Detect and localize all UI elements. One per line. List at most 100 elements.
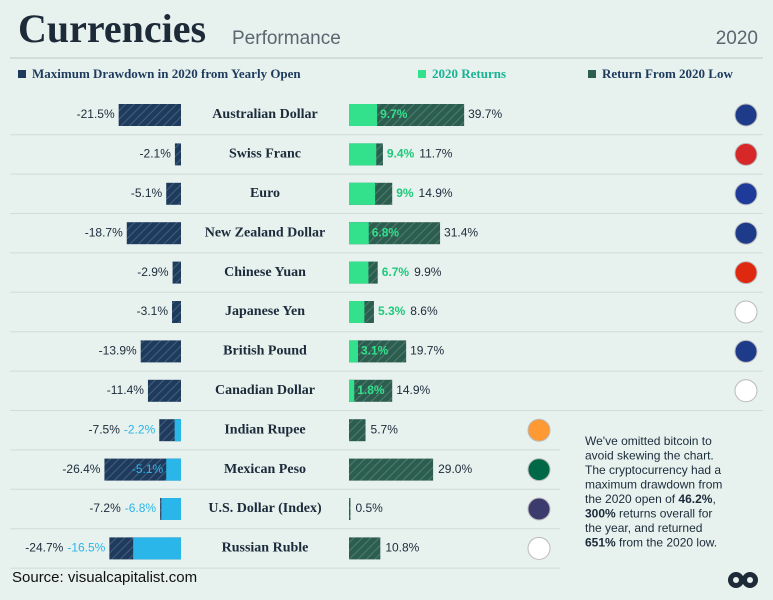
note-text: avoid skewing the chart. (585, 449, 714, 463)
return-bar (349, 143, 377, 166)
drawdown-label: -18.7% (85, 225, 123, 239)
return-bar (349, 222, 369, 245)
hatch (349, 458, 434, 481)
category-label: Canadian Dollar (215, 383, 315, 398)
return-label: -6.8% (125, 501, 157, 515)
drawdown-label: -3.1% (137, 304, 169, 318)
chart-year: 2020 (716, 28, 758, 49)
flag (734, 261, 758, 285)
return-bar (133, 537, 181, 560)
flag (734, 103, 758, 127)
low-label: 31.4% (444, 225, 478, 239)
drawdown-label: -11.4% (107, 383, 144, 397)
return-bar (174, 419, 181, 442)
drawdown-label: -13.9% (99, 344, 137, 358)
note-line: the 2020 open of 46.2%, (585, 492, 716, 506)
note-text: We've omitted bitcoin to (585, 434, 712, 448)
note-text: maximum drawdown from (585, 478, 722, 492)
flag (734, 142, 758, 166)
hatch (349, 340, 407, 363)
legend-swatch (588, 70, 596, 78)
return-bar (161, 498, 181, 520)
return-bar (349, 261, 369, 284)
note-line: maximum drawdown from (585, 478, 722, 492)
low-label: 8.6% (410, 304, 438, 318)
chart-title: Currencies (18, 6, 206, 51)
return-label: -5.1% (132, 462, 164, 476)
category-label: Indian Rupee (224, 422, 305, 437)
low-label: 39.7% (468, 107, 502, 121)
legend-swatch (418, 70, 426, 78)
low-label: 5.7% (371, 422, 399, 436)
hatch (349, 419, 366, 442)
category-label: New Zealand Dollar (205, 225, 326, 240)
return-bar (349, 182, 376, 205)
drawdown-label: -2.9% (137, 265, 169, 279)
category-label: Russian Ruble (222, 541, 309, 556)
legend-label: Maximum Drawdown in 2020 from Yearly Ope… (32, 66, 301, 81)
hatch (166, 182, 181, 205)
hatch (147, 379, 181, 402)
drawdown-label: -24.7% (25, 541, 63, 555)
note-text: 651% (585, 536, 616, 550)
flag (527, 497, 551, 521)
flag (734, 221, 758, 245)
return-label: 9% (396, 186, 414, 200)
low-label: 10.8% (385, 541, 419, 555)
low-label: 19.7% (410, 344, 444, 358)
flag (527, 536, 551, 560)
drawdown-label: -7.5% (89, 422, 121, 436)
return-label: 6.7% (382, 265, 410, 279)
hatch (174, 143, 181, 166)
note-line: We've omitted bitcoin to (585, 434, 712, 448)
chart-subtitle: Performance (232, 28, 341, 49)
category-label: Mexican Peso (224, 462, 306, 477)
low-label: 9.9% (414, 265, 442, 279)
category-label: Euro (250, 186, 280, 201)
return-bar (349, 379, 355, 402)
flag (734, 339, 758, 363)
note-line: avoid skewing the chart. (585, 449, 714, 463)
logo (728, 572, 758, 588)
return-label: -2.2% (124, 422, 156, 436)
legend-label: 2020 Returns (432, 66, 506, 81)
drawdown-label: -26.4% (62, 462, 100, 476)
note-text: the year, and returned (585, 521, 702, 535)
flag (734, 300, 758, 324)
flag (527, 458, 551, 482)
flag (734, 379, 758, 403)
note-text: , (712, 492, 715, 506)
return-bar (166, 458, 181, 481)
return-label: 5.3% (378, 304, 406, 318)
note-line: 300% returns overall for (585, 507, 712, 521)
return-label: 1.8% (357, 383, 385, 397)
return-label: 9.4% (387, 147, 415, 161)
category-label: Swiss Franc (229, 147, 301, 162)
flag (734, 182, 758, 206)
note-text: The cryptocurrency had a (585, 463, 721, 477)
category-label: British Pound (223, 344, 307, 359)
return-bar (349, 104, 378, 126)
hatch (172, 301, 181, 323)
note-text: 46.2% (678, 492, 712, 506)
drawdown-label: -21.5% (77, 107, 115, 121)
drawdown-label: -7.2% (89, 501, 121, 515)
category-label: Australian Dollar (212, 107, 317, 122)
hatch (349, 104, 465, 126)
note-text: returns overall for (616, 507, 713, 521)
category-label: Japanese Yen (225, 304, 305, 319)
return-label: -16.5% (67, 541, 105, 555)
legend-label: Return From 2020 Low (602, 66, 733, 81)
low-label: 14.9% (396, 383, 430, 397)
note-text: 300% (585, 507, 616, 521)
hatch (104, 458, 181, 481)
low-label: 0.5% (355, 501, 383, 515)
note-text: the 2020 open of (585, 492, 678, 506)
note-line: the year, and returned (585, 521, 702, 535)
hatch (349, 379, 393, 402)
legend-swatch (18, 70, 26, 78)
note-text: from the 2020 low. (616, 536, 717, 550)
hatch (126, 222, 181, 245)
hatch (349, 222, 441, 245)
